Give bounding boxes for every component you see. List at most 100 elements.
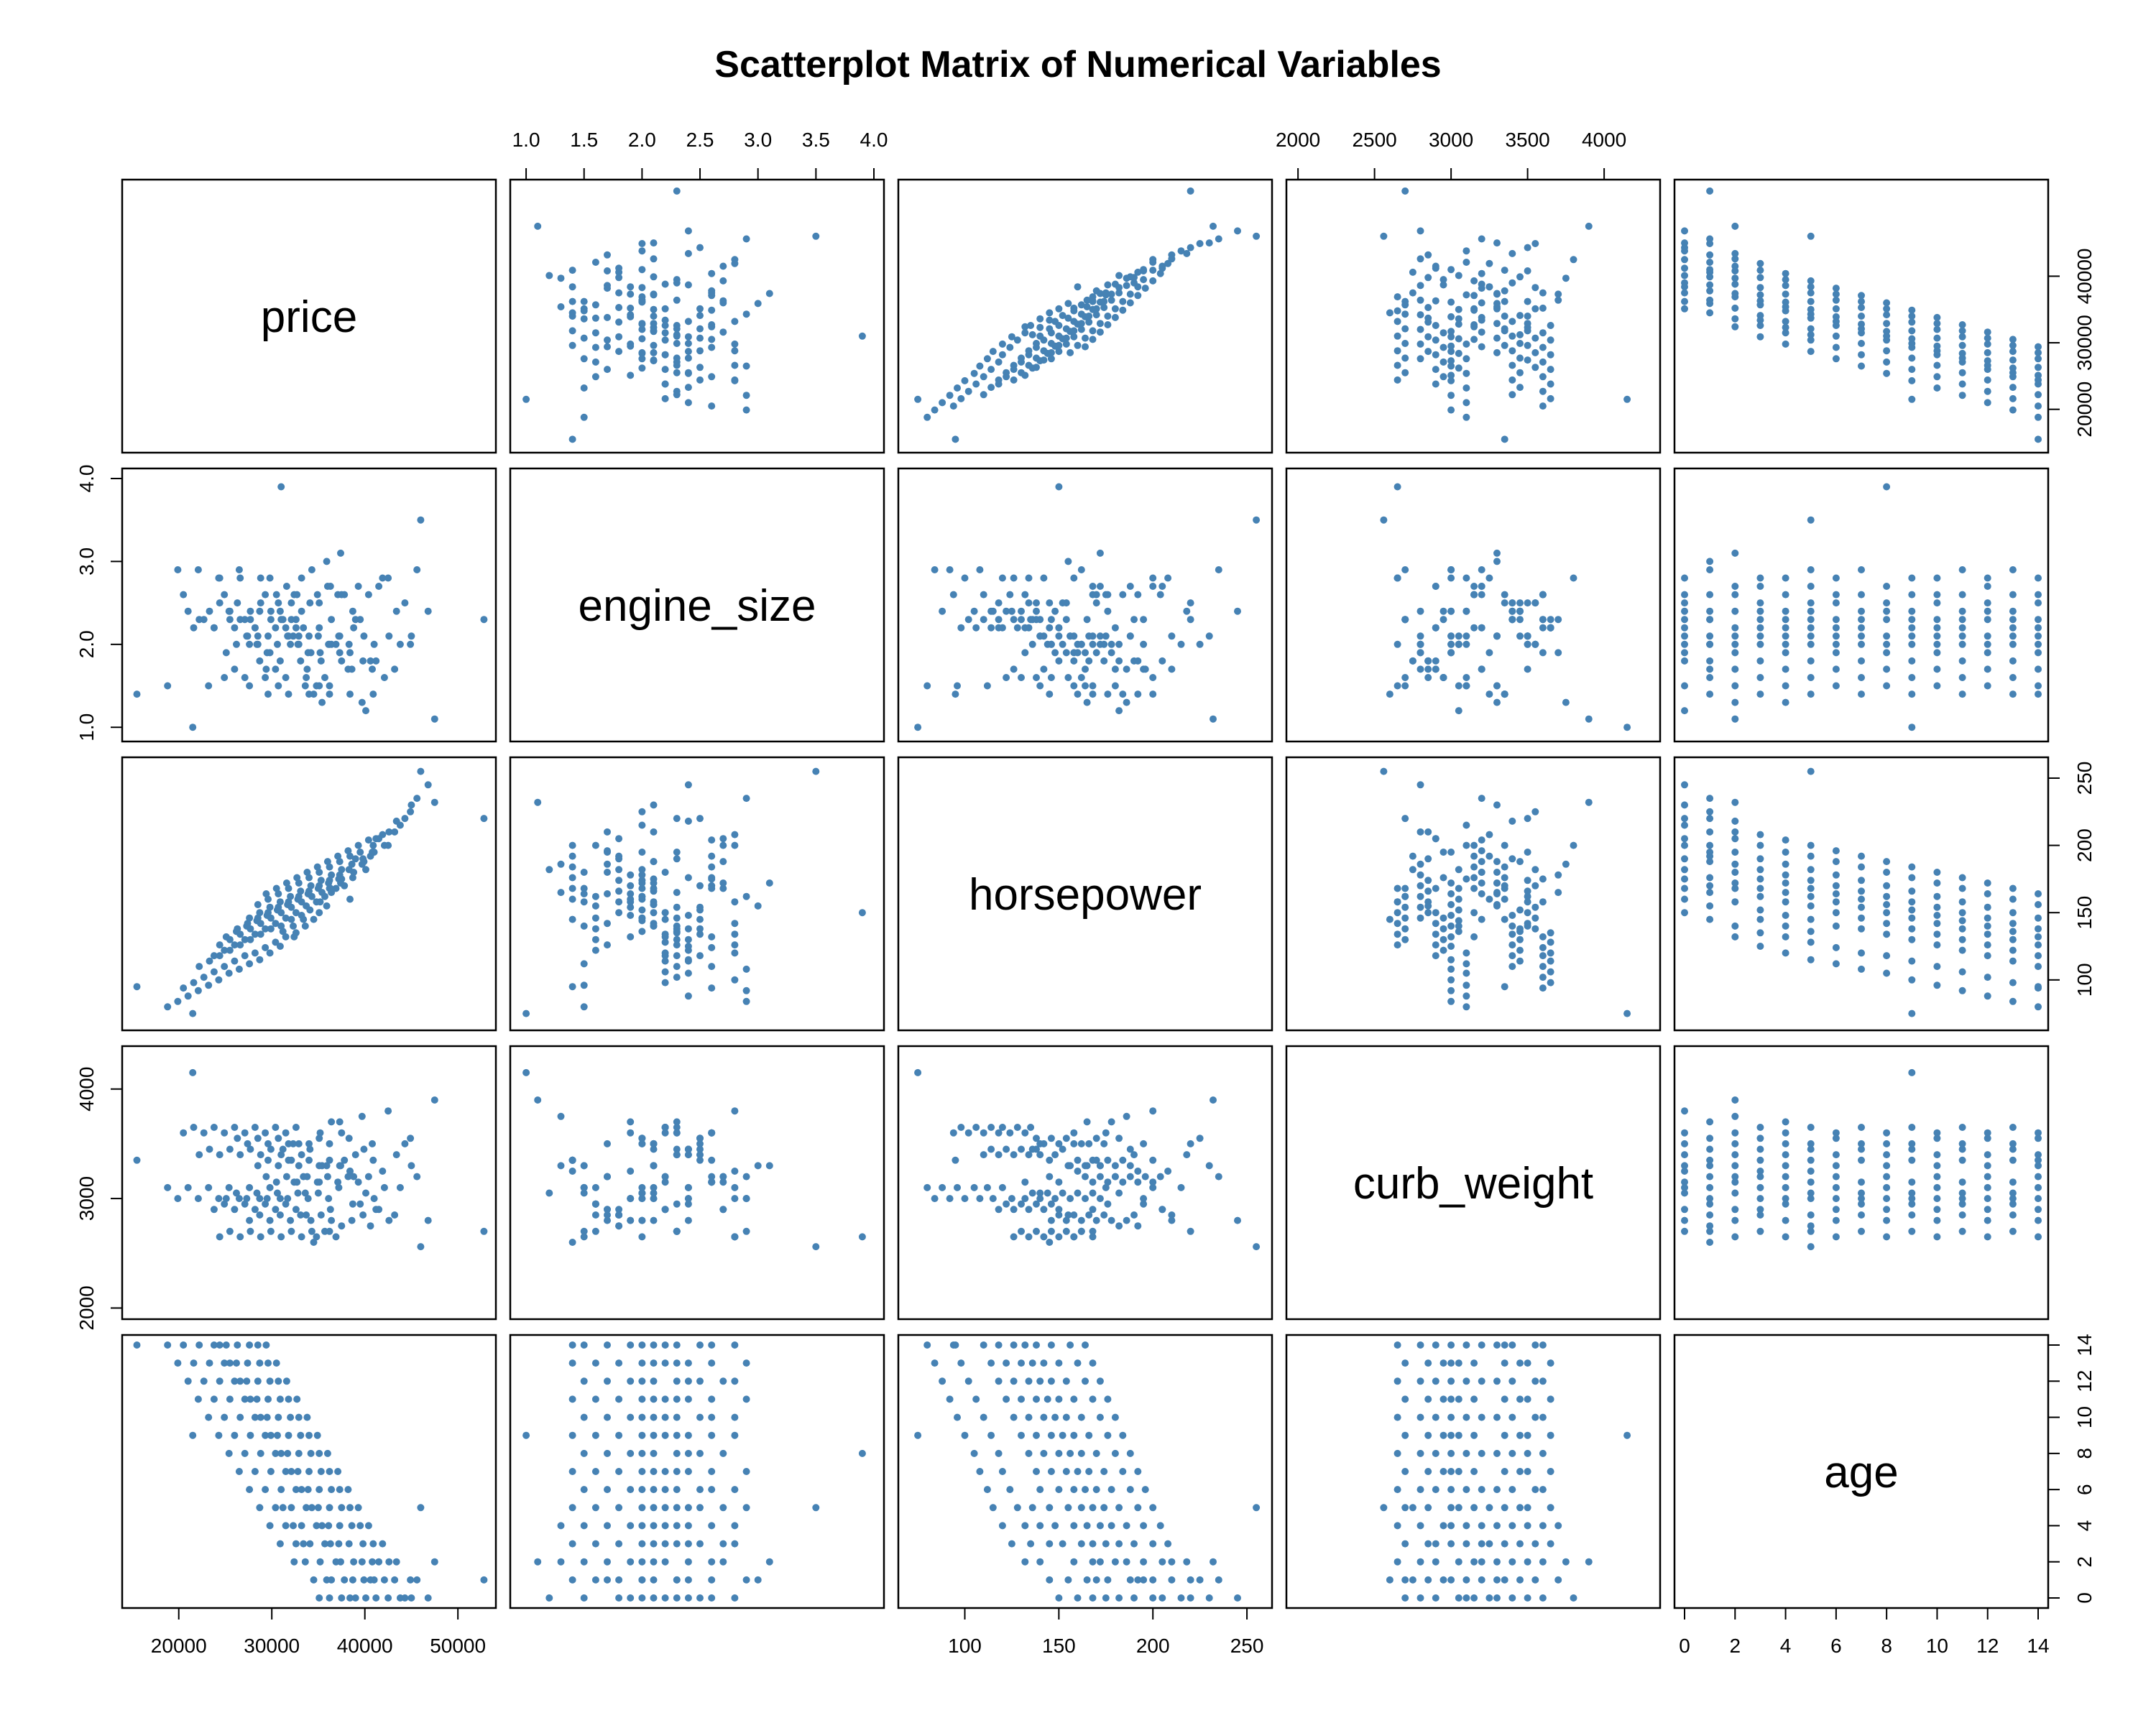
data-point (2035, 890, 2042, 897)
data-point (1401, 815, 1409, 823)
data-point (310, 1239, 318, 1246)
data-point (293, 1178, 301, 1186)
data-point (298, 912, 305, 919)
data-point (243, 1377, 251, 1385)
data-point (1455, 349, 1462, 357)
data-point (708, 1576, 716, 1584)
data-point (1547, 1395, 1554, 1403)
data-point (998, 340, 1006, 348)
data-point (1756, 1211, 1764, 1219)
data-point (1447, 376, 1455, 384)
data-point (1807, 892, 1815, 900)
data-point (262, 1341, 270, 1349)
data-point (241, 1200, 249, 1208)
data-point (1706, 1183, 1714, 1191)
data-point (964, 387, 972, 395)
data-point (1447, 943, 1455, 950)
data-point (1104, 321, 1112, 328)
data-point (1070, 1140, 1078, 1147)
data-point (1393, 318, 1401, 325)
data-point (1681, 1129, 1688, 1137)
data-point (684, 399, 692, 407)
data-point (1493, 1576, 1501, 1584)
data-point (1706, 1222, 1714, 1230)
data-point (1933, 981, 1941, 989)
tick-label: 20000 (151, 1635, 207, 1657)
data-point (1681, 640, 1688, 648)
data-point (1455, 315, 1462, 323)
data-point (1432, 665, 1439, 673)
data-point (1731, 1189, 1739, 1197)
data-point (731, 898, 739, 906)
data-point (1089, 1594, 1097, 1602)
panel-horsepower-vs-engine_size (509, 756, 885, 1032)
data-point (1432, 657, 1439, 665)
data-point (580, 1189, 588, 1197)
data-point (313, 1431, 321, 1439)
data-point (684, 227, 692, 235)
data-point (708, 1173, 716, 1181)
data-point (1187, 1576, 1194, 1584)
data-point (1516, 1504, 1524, 1512)
data-point (952, 690, 959, 698)
data-point (305, 887, 313, 895)
data-point (1432, 1341, 1439, 1349)
data-point (1958, 369, 1966, 376)
data-point (731, 1522, 739, 1530)
data-point (1681, 1140, 1688, 1147)
data-point (1064, 1211, 1072, 1219)
data-point (246, 1216, 254, 1224)
data-point (1782, 665, 1789, 673)
data-point (1416, 781, 1424, 789)
data-point (719, 262, 727, 270)
data-point (1055, 1395, 1063, 1403)
data-point (267, 1227, 275, 1235)
data-point (369, 849, 376, 856)
data-point (1984, 1173, 1991, 1181)
data-point (719, 1558, 727, 1566)
data-point (1706, 566, 1714, 573)
data-point (696, 1486, 704, 1494)
data-point (315, 1486, 323, 1494)
data-point (1149, 277, 1157, 285)
data-point (272, 938, 280, 946)
data-point (294, 1189, 302, 1197)
data-point (133, 1341, 141, 1349)
data-point (1123, 1216, 1130, 1224)
data-point (1524, 1504, 1531, 1512)
data-point (272, 624, 280, 632)
data-point (1089, 1233, 1097, 1241)
data-point (1731, 933, 1739, 941)
data-point (604, 1173, 611, 1181)
data-point (580, 1413, 588, 1421)
data-point (1033, 343, 1040, 351)
data-point (638, 866, 646, 874)
data-point (1393, 1522, 1401, 1530)
data-point (1158, 1558, 1166, 1566)
data-point (1493, 879, 1501, 887)
data-point (1033, 1200, 1040, 1208)
data-point (1883, 599, 1891, 607)
data-point (206, 1359, 213, 1367)
data-point (1807, 310, 1815, 318)
data-point (987, 366, 995, 374)
data-point (1501, 884, 1508, 892)
data-point (282, 1129, 290, 1137)
data-point (1807, 1243, 1815, 1251)
data-point (650, 1413, 658, 1421)
data-point (1149, 583, 1157, 590)
data-point (246, 1486, 254, 1494)
data-point (1470, 841, 1478, 849)
panel-frame (897, 178, 1273, 454)
data-point (1447, 392, 1455, 399)
data-point (1493, 632, 1501, 640)
data-point (812, 1504, 820, 1512)
data-point (1416, 1486, 1424, 1494)
data-point (1455, 1558, 1462, 1566)
data-point (1083, 303, 1091, 310)
data-point (638, 1486, 646, 1494)
panel-frame (897, 1334, 1273, 1609)
data-point (568, 874, 576, 882)
data-point (1177, 640, 1185, 648)
data-point (604, 267, 611, 274)
